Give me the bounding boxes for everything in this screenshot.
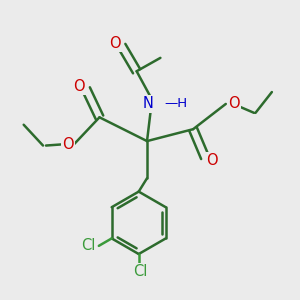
Text: O: O <box>110 35 121 50</box>
Text: —H: —H <box>164 98 187 110</box>
Text: Cl: Cl <box>81 238 95 253</box>
Text: O: O <box>63 136 74 152</box>
Text: O: O <box>206 153 217 168</box>
Text: N: N <box>142 96 153 111</box>
Text: O: O <box>228 96 240 111</box>
Text: Cl: Cl <box>133 264 147 279</box>
Text: O: O <box>73 79 85 94</box>
